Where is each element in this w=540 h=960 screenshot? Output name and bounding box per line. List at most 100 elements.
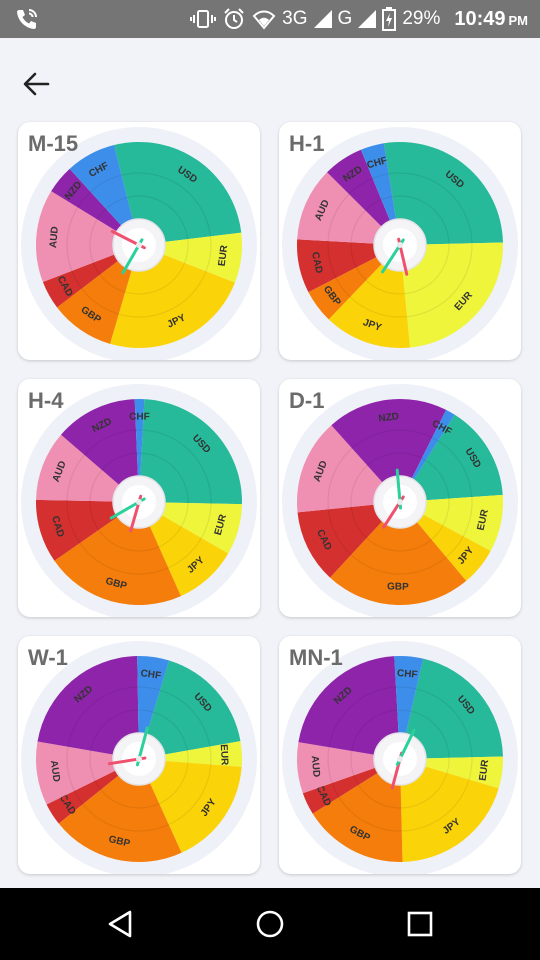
- timeframe-grid: M-15 USD EUR JPY GBP CAD AUD NZD CHF H-1 USD EUR…: [18, 122, 521, 874]
- slice-cad: [302, 759, 400, 814]
- card-title: M-15: [28, 131, 79, 156]
- slice-nzd: [51, 168, 139, 245]
- inner-ring: [327, 686, 473, 832]
- slice-nzd: [298, 656, 400, 759]
- timeframe-card[interactable]: M-15 USD EUR JPY GBP CAD AUD NZD CHF: [18, 122, 260, 360]
- signal-icon-2: [358, 10, 377, 28]
- status-bar: 3G G 29% 10:49 PM: [0, 0, 540, 38]
- slice-label: AUD: [48, 226, 61, 249]
- slice-gbp: [58, 759, 182, 862]
- signal-icon: [313, 10, 332, 28]
- slice-gbp: [57, 245, 139, 344]
- slice-cad: [46, 759, 139, 824]
- hand-pivot: [397, 756, 403, 762]
- timeframe-card[interactable]: MN-1 USD EUR JPY GBP CAD AUD NZD CHF: [279, 636, 521, 874]
- slice-usd: [400, 414, 503, 502]
- slice-usd: [400, 658, 503, 759]
- inner-ring: [350, 452, 450, 552]
- slice-eur: [400, 242, 503, 348]
- slice-cad: [297, 502, 400, 578]
- battery-percent: 29%: [402, 8, 441, 29]
- nav-home-button[interactable]: [253, 907, 287, 941]
- slice-aud: [297, 172, 400, 245]
- slice-eur: [139, 502, 242, 554]
- slice-gbp: [54, 502, 181, 605]
- clock: 10:49 PM: [454, 8, 528, 31]
- slice-cad: [36, 499, 139, 561]
- slice-gbp: [312, 759, 403, 862]
- hand-pivot: [397, 242, 403, 248]
- card-title: D-1: [289, 388, 325, 413]
- clock-ampm: PM: [508, 12, 529, 28]
- slice-aud: [297, 425, 400, 513]
- slice-label: CHF: [397, 668, 418, 681]
- slice-usd: [139, 660, 241, 759]
- hand-pivot: [136, 242, 142, 248]
- slice-nzd: [61, 399, 139, 502]
- timeframe-card[interactable]: D-1 USD EUR JPY GBP CAD AUD NZD CHF: [279, 379, 521, 617]
- slice-label: EUR: [218, 744, 230, 766]
- slice-label: CHF: [129, 412, 150, 423]
- slice-label: EUR: [476, 508, 491, 532]
- inner-ring: [66, 686, 212, 832]
- slice-usd: [383, 142, 503, 245]
- slice-label: EUR: [478, 758, 492, 781]
- back-triangle-icon: [108, 910, 132, 938]
- slice-jpy: [328, 245, 411, 348]
- battery-charging-icon: [382, 7, 397, 31]
- slice-label: GBP: [107, 834, 131, 850]
- card-title: H-4: [28, 388, 64, 413]
- timeframe-card[interactable]: H-1 USD EUR JPY GBP CAD AUD NZD CHF: [279, 122, 521, 360]
- phone-call-icon: [17, 9, 37, 29]
- slice-label: CAD: [309, 251, 324, 274]
- arrow-left-icon: [23, 72, 50, 96]
- clock-time: 10:49: [454, 7, 506, 30]
- card-title: MN-1: [289, 645, 343, 670]
- slice-nzd: [37, 656, 139, 759]
- inner-ring: [327, 172, 473, 318]
- inner-ring: [327, 429, 473, 575]
- slice-label: CHF: [140, 668, 162, 682]
- slice-label: GBP: [387, 581, 409, 593]
- nav-recents-button[interactable]: [403, 907, 437, 941]
- vibrate-icon: [190, 10, 217, 28]
- card-title: W-1: [28, 645, 68, 670]
- hand-pivot: [136, 499, 142, 505]
- system-nav-bar: [0, 888, 540, 960]
- slice-jpy: [400, 502, 491, 581]
- slice-jpy: [139, 759, 242, 853]
- slice-nzd: [327, 149, 400, 245]
- slice-nzd: [331, 399, 447, 502]
- nav-back-button[interactable]: [104, 907, 138, 941]
- slice-chf: [134, 399, 145, 502]
- slice-cad: [297, 239, 400, 293]
- timeframe-card[interactable]: H-4 USD EUR JPY GBP CAD AUD NZD CHF: [18, 379, 260, 617]
- network-type-label-2: G: [337, 8, 353, 29]
- inner-ring: [350, 709, 450, 809]
- inner-ring: [66, 172, 212, 318]
- recents-square-icon: [407, 911, 433, 937]
- slice-label: AUD: [309, 755, 322, 778]
- slice-jpy: [400, 759, 499, 862]
- alarm-icon: [224, 8, 244, 29]
- inner-ring: [66, 429, 212, 575]
- slice-chf: [400, 409, 455, 502]
- slice-jpy: [139, 502, 229, 597]
- slice-label: AUD: [48, 760, 62, 783]
- slice-aud: [36, 191, 139, 283]
- slice-gbp: [330, 502, 467, 605]
- hand-pivot: [136, 756, 142, 762]
- inner-ring: [350, 195, 450, 295]
- timeframe-card[interactable]: W-1 USD EUR JPY GBP CAD AUD NZD CHF: [18, 636, 260, 874]
- hand-pivot: [397, 499, 403, 505]
- slice-usd: [139, 399, 242, 505]
- back-button[interactable]: [18, 66, 54, 102]
- slice-gbp: [308, 245, 400, 320]
- network-type-label: 3G: [282, 8, 308, 29]
